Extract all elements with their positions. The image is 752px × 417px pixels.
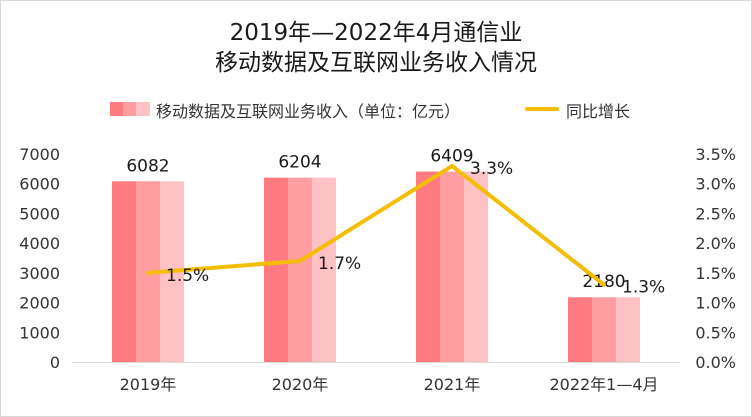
chart-title: 2019年—2022年4月通信业 移动数据及互联网业务收入情况 [0, 18, 752, 78]
y-right-tick-label: 0.0% [695, 353, 736, 372]
y-right-tick-label: 1.0% [695, 294, 736, 313]
y-right-tick-label: 1.5% [695, 264, 736, 283]
chart-title-line-2: 移动数据及互联网业务收入情况 [215, 50, 537, 76]
growth-value-label: 3.3% [470, 159, 513, 179]
bar-1 [264, 177, 288, 362]
y-left-tick-label: 0 [50, 353, 60, 372]
y-right-tick-label: 2.5% [695, 204, 736, 223]
growth-point [450, 163, 454, 168]
y-right-tick-label: 2.0% [695, 234, 736, 253]
legend-line-swatch [525, 107, 559, 111]
bar-1 [112, 181, 136, 362]
legend-bar-swatch [110, 102, 150, 116]
y-left-tick-label: 6000 [19, 175, 60, 194]
bar-2 [440, 171, 464, 362]
y-left-tick-label: 3000 [19, 264, 60, 283]
bar-1 [568, 297, 592, 362]
x-tick-label: 2020年 [272, 375, 329, 394]
y-left-tick-label: 2000 [19, 294, 60, 313]
legend-bar-label: 移动数据及互联网业务收入（单位：亿元） [156, 102, 461, 121]
y-left-tick-label: 4000 [19, 234, 60, 253]
growth-value-label: 1.7% [318, 254, 361, 274]
y-left-tick-label: 5000 [19, 204, 60, 223]
y-left-tick-label: 7000 [19, 145, 60, 164]
growth-value-label: 1.3% [622, 278, 665, 298]
bar-1 [416, 171, 440, 362]
growth-value-label: 1.5% [166, 266, 209, 286]
bar-2 [592, 297, 616, 362]
y-right-tick-label: 0.5% [695, 323, 736, 342]
bar-value-label: 6082 [126, 156, 169, 176]
x-tick-label: 2022年1—4月 [549, 375, 658, 394]
growth-point [298, 258, 302, 263]
x-tick-label: 2019年 [120, 375, 177, 394]
growth-line [147, 163, 606, 287]
growth-point [146, 270, 150, 275]
chart-legend: 移动数据及互联网业务收入（单位：亿元） 同比增长 [0, 96, 752, 122]
bar-value-label: 6204 [278, 153, 321, 173]
bar-value-label: 6409 [430, 147, 473, 167]
y-left-tick-label: 1000 [19, 323, 60, 342]
bar-2 [288, 177, 312, 362]
x-tick-label: 2021年 [424, 375, 481, 394]
bar-3 [616, 297, 640, 362]
bar-3 [312, 177, 336, 362]
legend-line-label: 同比增长 [566, 102, 631, 121]
y-right-tick-label: 3.0% [695, 175, 736, 194]
bar-3 [464, 171, 488, 362]
y-right-tick-label: 3.5% [695, 145, 736, 164]
chart-title-line-1: 2019年—2022年4月通信业 [229, 20, 523, 46]
growth-point [602, 282, 606, 287]
